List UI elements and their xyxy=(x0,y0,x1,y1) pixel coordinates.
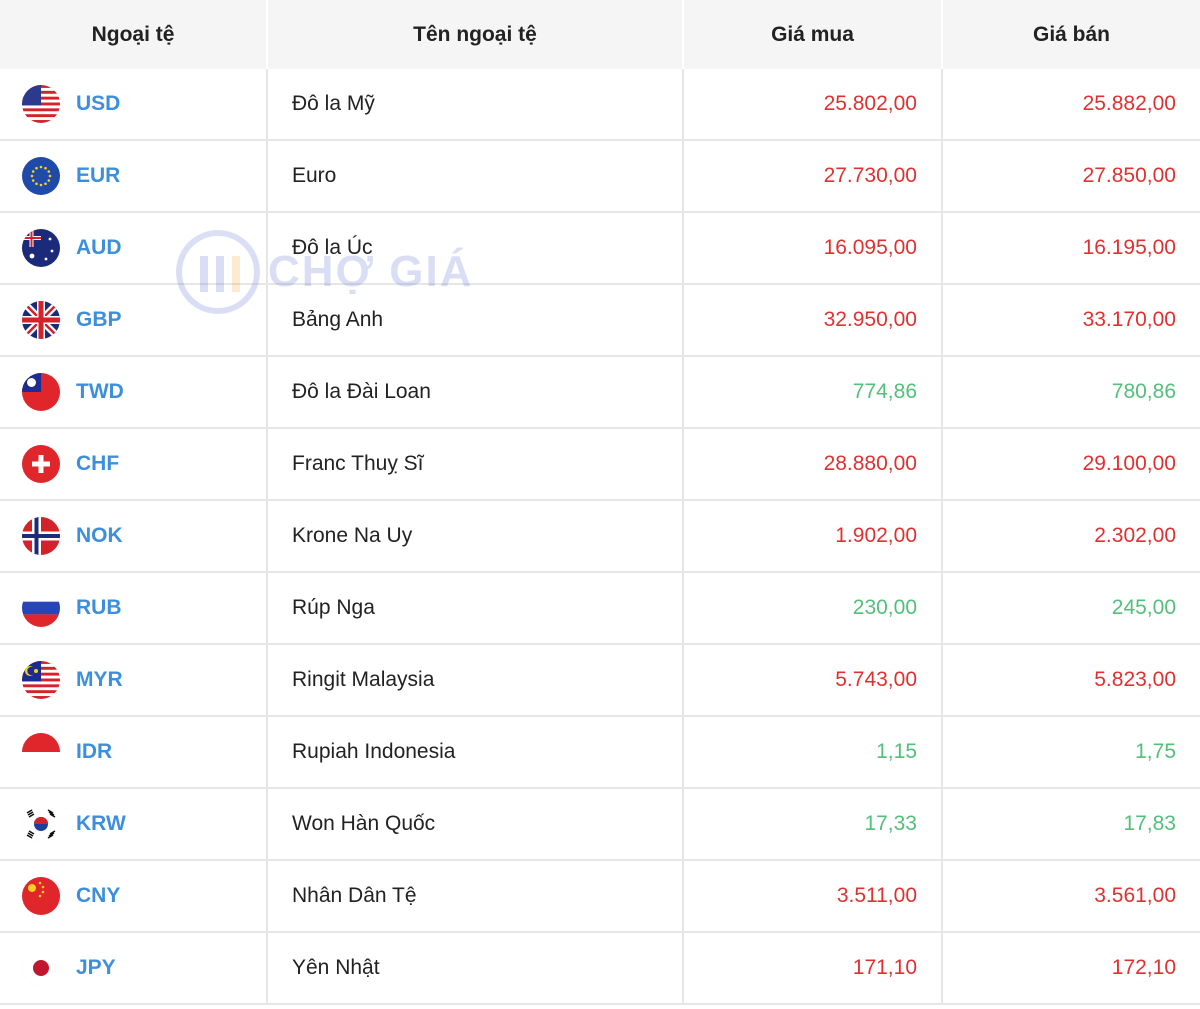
table-row: CHF Franc Thuỵ Sĩ 28.880,00 29.100,00 xyxy=(0,428,1200,501)
buy-price: 28.880,00 xyxy=(683,428,943,501)
gb-flag-icon xyxy=(22,301,60,339)
currency-code-cell: IDR xyxy=(0,716,268,789)
currency-name: Franc Thuỵ Sĩ xyxy=(267,428,684,501)
header-buy-price: Giá mua xyxy=(683,0,943,69)
currency-code[interactable]: TWD xyxy=(76,380,124,403)
buy-price: 27.730,00 xyxy=(683,140,943,213)
currency-name: Nhân Dân Tệ xyxy=(267,860,684,933)
ru-flag-icon xyxy=(22,589,60,627)
currency-code[interactable]: CNY xyxy=(76,884,121,907)
currency-code-cell: USD xyxy=(0,69,268,141)
currency-code-cell: EUR xyxy=(0,140,268,213)
currency-name: Rúp Nga xyxy=(267,572,684,645)
sell-price: 33.170,00 xyxy=(942,284,1200,357)
buy-price: 16.095,00 xyxy=(683,212,943,285)
currency-code[interactable]: GBP xyxy=(76,308,122,331)
buy-price: 32.950,00 xyxy=(683,284,943,357)
currency-code[interactable]: NOK xyxy=(76,524,123,547)
table-row: KRW Won Hàn Quốc 17,33 17,83 xyxy=(0,788,1200,861)
table-row: USD Đô la Mỹ 25.802,00 25.882,00 xyxy=(0,69,1200,141)
buy-price: 17,33 xyxy=(683,788,943,861)
currency-name: Krone Na Uy xyxy=(267,500,684,573)
buy-price: 3.511,00 xyxy=(683,860,943,933)
table-row: NOK Krone Na Uy 1.902,00 2.302,00 xyxy=(0,500,1200,573)
sell-price: 780,86 xyxy=(942,356,1200,429)
us-flag-icon xyxy=(22,85,60,123)
currency-code-cell: RUB xyxy=(0,572,268,645)
currency-code-cell: GBP xyxy=(0,284,268,357)
table-row: CNY Nhân Dân Tệ 3.511,00 3.561,00 xyxy=(0,860,1200,933)
sell-price: 3.561,00 xyxy=(942,860,1200,933)
eu-flag-icon xyxy=(22,157,60,195)
sell-price: 17,83 xyxy=(942,788,1200,861)
currency-code-cell: MYR xyxy=(0,644,268,717)
header-currency-code: Ngoại tệ xyxy=(0,0,268,69)
sell-price: 172,10 xyxy=(942,932,1200,1005)
jp-flag-icon xyxy=(22,949,60,987)
id-flag-icon xyxy=(22,733,60,771)
sell-price: 1,75 xyxy=(942,716,1200,789)
currency-name: Ringit Malaysia xyxy=(267,644,684,717)
table-header: Ngoại tệ Tên ngoại tệ Giá mua Giá bán xyxy=(0,0,1200,69)
currency-code[interactable]: AUD xyxy=(76,236,122,259)
sell-price: 25.882,00 xyxy=(942,69,1200,141)
currency-code-cell: CNY xyxy=(0,860,268,933)
table-row: MYR Ringit Malaysia 5.743,00 5.823,00 xyxy=(0,644,1200,717)
currency-name: Đô la Đài Loan xyxy=(267,356,684,429)
table-row: EUR Euro 27.730,00 27.850,00 xyxy=(0,140,1200,213)
sell-price: 29.100,00 xyxy=(942,428,1200,501)
buy-price: 171,10 xyxy=(683,932,943,1005)
currency-code-cell: KRW xyxy=(0,788,268,861)
header-sell-price: Giá bán xyxy=(942,0,1200,69)
my-flag-icon xyxy=(22,661,60,699)
currency-code-cell: TWD xyxy=(0,356,268,429)
currency-name: Won Hàn Quốc xyxy=(267,788,684,861)
header-currency-name: Tên ngoại tệ xyxy=(267,0,684,69)
table-row: RUB Rúp Nga 230,00 245,00 xyxy=(0,572,1200,645)
currency-code[interactable]: IDR xyxy=(76,740,113,763)
currency-name: Yên Nhật xyxy=(267,932,684,1005)
sell-price: 245,00 xyxy=(942,572,1200,645)
currency-code[interactable]: RUB xyxy=(76,596,122,619)
sell-price: 5.823,00 xyxy=(942,644,1200,717)
table-row: TWD Đô la Đài Loan 774,86 780,86 xyxy=(0,356,1200,429)
currency-name: Đô la Úc xyxy=(267,212,684,285)
currency-code[interactable]: EUR xyxy=(76,164,121,187)
currency-name: Đô la Mỹ xyxy=(267,69,684,141)
table-row: JPY Yên Nhật 171,10 172,10 xyxy=(0,932,1200,1005)
currency-name: Rupiah Indonesia xyxy=(267,716,684,789)
kr-flag-icon xyxy=(22,805,60,843)
currency-code-cell: NOK xyxy=(0,500,268,573)
table-row: GBP Bảng Anh 32.950,00 33.170,00 xyxy=(0,284,1200,357)
tw-flag-icon xyxy=(22,373,60,411)
currency-code[interactable]: CHF xyxy=(76,452,120,475)
currency-code[interactable]: MYR xyxy=(76,668,123,691)
currency-code-cell: AUD xyxy=(0,212,268,285)
table-row: AUD Đô la Úc 16.095,00 16.195,00 xyxy=(0,212,1200,285)
table-row: IDR Rupiah Indonesia 1,15 1,75 xyxy=(0,716,1200,789)
currency-code[interactable]: JPY xyxy=(76,956,116,979)
au-flag-icon xyxy=(22,229,60,267)
no-flag-icon xyxy=(22,517,60,555)
sell-price: 27.850,00 xyxy=(942,140,1200,213)
buy-price: 1.902,00 xyxy=(683,500,943,573)
buy-price: 1,15 xyxy=(683,716,943,789)
table-body: USD Đô la Mỹ 25.802,00 25.882,00 EUR Euro 27.7… xyxy=(0,69,1200,1005)
currency-code-cell: JPY xyxy=(0,932,268,1005)
buy-price: 25.802,00 xyxy=(683,69,943,141)
currency-name: Euro xyxy=(267,140,684,213)
currency-code[interactable]: KRW xyxy=(76,812,126,835)
currency-name: Bảng Anh xyxy=(267,284,684,357)
buy-price: 774,86 xyxy=(683,356,943,429)
buy-price: 230,00 xyxy=(683,572,943,645)
buy-price: 5.743,00 xyxy=(683,644,943,717)
currency-code[interactable]: USD xyxy=(76,92,121,115)
sell-price: 16.195,00 xyxy=(942,212,1200,285)
sell-price: 2.302,00 xyxy=(942,500,1200,573)
currency-code-cell: CHF xyxy=(0,428,268,501)
cn-flag-icon xyxy=(22,877,60,915)
ch-flag-icon xyxy=(22,445,60,483)
